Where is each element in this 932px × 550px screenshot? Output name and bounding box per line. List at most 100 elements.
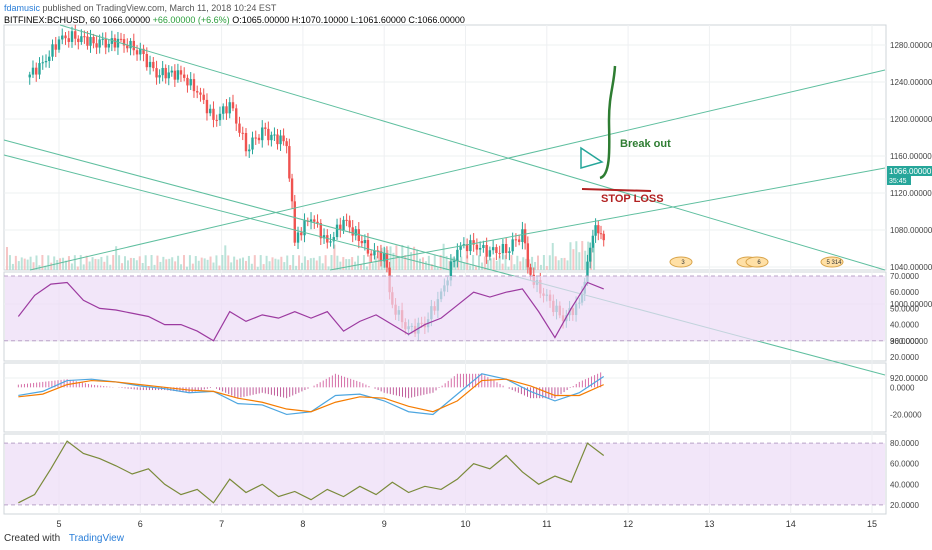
volume-bar — [295, 265, 298, 270]
volume-bar — [121, 263, 124, 270]
tradingview-logo[interactable]: TradingView — [68, 533, 124, 544]
trend-line — [59, 24, 886, 271]
volume-bar — [513, 264, 516, 270]
volume-bar — [73, 255, 76, 270]
volume-bar — [244, 260, 247, 270]
volume-bar — [153, 264, 156, 270]
candle-body — [288, 146, 291, 179]
last-price-tag — [887, 166, 932, 176]
volume-bar — [227, 255, 230, 270]
symbol-legend: BITFINEX:BCHUSD, 60 1066.00000 +66.00000… — [4, 14, 465, 26]
candle-body — [139, 48, 142, 55]
candle-body — [293, 201, 296, 243]
volume-bar — [79, 255, 82, 270]
event-flag-icon — [745, 256, 769, 268]
trend-line — [329, 167, 886, 271]
author-link[interactable]: fdamusic — [4, 3, 41, 13]
volume-bar — [188, 255, 191, 270]
candle-body — [135, 50, 139, 55]
candle-body — [504, 243, 508, 253]
pane-frame — [3, 271, 887, 362]
volume-bar — [454, 258, 457, 270]
volume-bar — [156, 255, 159, 270]
x-tick-label: 10 — [460, 519, 470, 529]
candle-body — [313, 219, 316, 222]
candle-body — [300, 232, 303, 236]
y-tick-label: 1120.00000 — [890, 189, 932, 198]
candle-body — [383, 253, 386, 262]
volume-bar — [224, 245, 227, 270]
candle-body — [31, 67, 35, 75]
volume-bar — [256, 266, 259, 270]
candle-body — [303, 220, 306, 236]
stoch-pane[interactable] — [4, 440, 886, 506]
volume-bar — [433, 255, 436, 270]
candle-body — [267, 128, 270, 141]
volume-bar — [88, 261, 91, 270]
volume-bar — [407, 245, 410, 270]
candle-body — [67, 38, 70, 42]
volume-bar — [469, 265, 472, 270]
volume-bar — [357, 255, 360, 270]
volume-bar — [416, 249, 419, 270]
candle-body — [64, 35, 67, 39]
candle-body — [41, 62, 44, 64]
symbol-name[interactable]: BITFINEX:BCHUSD, 60 — [4, 15, 101, 25]
candle-body — [44, 60, 48, 63]
volume-bar — [460, 256, 463, 270]
candle-body — [449, 261, 453, 281]
volume-bar — [537, 255, 539, 270]
pennant-triangle — [580, 146, 604, 169]
volume-bar — [424, 261, 427, 270]
volume-bar — [82, 264, 85, 270]
candle-body — [360, 240, 364, 244]
y-tick-label: 920.00000 — [890, 374, 928, 383]
candle-body — [74, 31, 77, 39]
candle-body — [478, 247, 482, 250]
volume-bar — [268, 261, 271, 270]
volume-bar — [94, 258, 97, 270]
volume-bar — [495, 260, 498, 270]
candle-body — [469, 240, 472, 252]
rsi-pane[interactable] — [4, 275, 886, 342]
candle-body — [212, 108, 215, 120]
volume-bar — [413, 246, 416, 270]
volume-bar — [53, 256, 56, 270]
macd-series-line — [18, 378, 604, 413]
volume-bar — [100, 256, 103, 270]
volume-bar — [17, 261, 20, 270]
volume-bar — [498, 256, 501, 270]
volume-bar — [504, 255, 507, 270]
created-with-label: Created with — [4, 533, 61, 544]
candle-body — [104, 38, 107, 48]
volume-bar — [236, 259, 239, 270]
event-flag-label: 3 — [681, 260, 685, 266]
y-tick-label: 1040.00000 — [890, 263, 932, 272]
candle-body — [332, 237, 335, 242]
volume-bar — [106, 255, 109, 270]
last-price: 1066.00000 — [102, 15, 151, 25]
macd-pane[interactable] — [17, 372, 605, 416]
candle-body — [594, 225, 597, 236]
candle-body — [145, 54, 149, 68]
volume-bar — [70, 263, 73, 270]
volume-bar — [457, 259, 460, 270]
volume-bar — [289, 265, 292, 270]
volume-bar — [534, 261, 537, 270]
volume-bar — [62, 257, 65, 270]
volume-bar — [575, 241, 578, 270]
ohlc-values: O:1065.00000 H:1070.10000 L:1061.60000 C… — [232, 15, 465, 25]
volume-bar — [365, 266, 368, 270]
volume-bar — [587, 241, 590, 270]
volume-bar — [324, 255, 327, 270]
volume-bar — [132, 258, 135, 270]
volume-bar — [239, 258, 242, 270]
volume-bar — [168, 258, 171, 270]
event-flag-label: 5 314 — [826, 260, 842, 266]
volume-bar — [545, 266, 548, 270]
candle-body — [285, 141, 288, 147]
volume-bar — [47, 255, 50, 270]
candle-body — [290, 178, 294, 202]
candle-body — [101, 38, 104, 40]
